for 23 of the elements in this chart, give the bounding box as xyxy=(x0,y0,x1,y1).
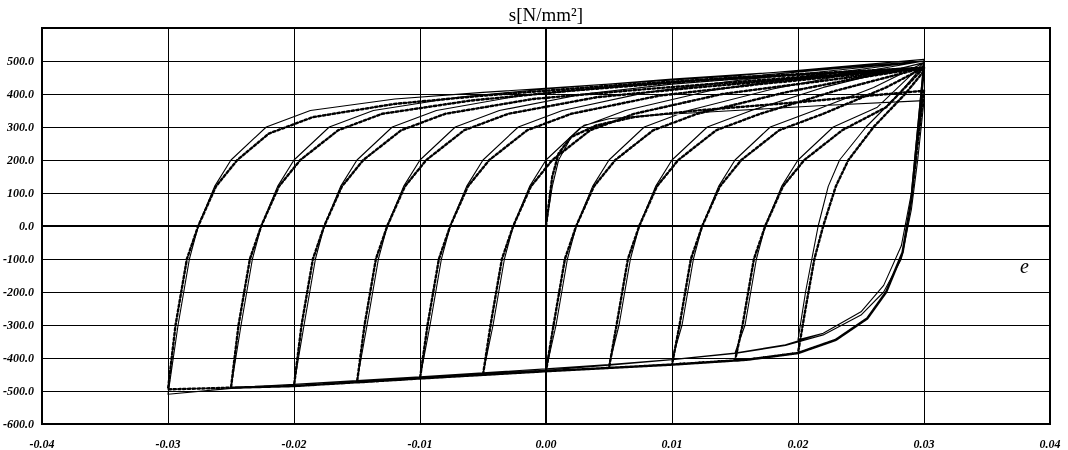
x-tick-label: 0.03 xyxy=(913,437,935,450)
x-tick-label: -0.01 xyxy=(407,437,433,450)
y-tick-label: -300.0 xyxy=(3,318,34,332)
y-tick-label: 200.0 xyxy=(6,153,34,167)
x-tick-label: -0.02 xyxy=(281,437,307,450)
y-axis-title: s[N/mm²] xyxy=(508,4,584,25)
y-tick-label: -200.0 xyxy=(3,285,34,299)
x-tick-label: -0.04 xyxy=(29,437,55,450)
y-tick-label: 100.0 xyxy=(7,186,34,200)
x-tick-label: -0.03 xyxy=(155,437,181,450)
y-tick-label: 300.0 xyxy=(6,120,34,134)
y-tick-label: 0.0 xyxy=(19,219,34,233)
x-tick-label: 0.00 xyxy=(535,437,557,450)
y-tick-label: -500.0 xyxy=(3,384,34,398)
y-tick-label: 400.0 xyxy=(6,87,34,101)
x-tick-label: 0.02 xyxy=(787,437,809,450)
x-tick-label: 0.01 xyxy=(661,437,683,450)
y-tick-label: -600.0 xyxy=(3,417,34,431)
y-tick-label: 500.0 xyxy=(7,54,34,68)
x-axis-title: e xyxy=(1020,255,1029,277)
y-tick-label: -100.0 xyxy=(3,252,34,266)
y-tick-label: -400.0 xyxy=(3,351,34,365)
x-tick-label: 0.04 xyxy=(1039,437,1061,450)
